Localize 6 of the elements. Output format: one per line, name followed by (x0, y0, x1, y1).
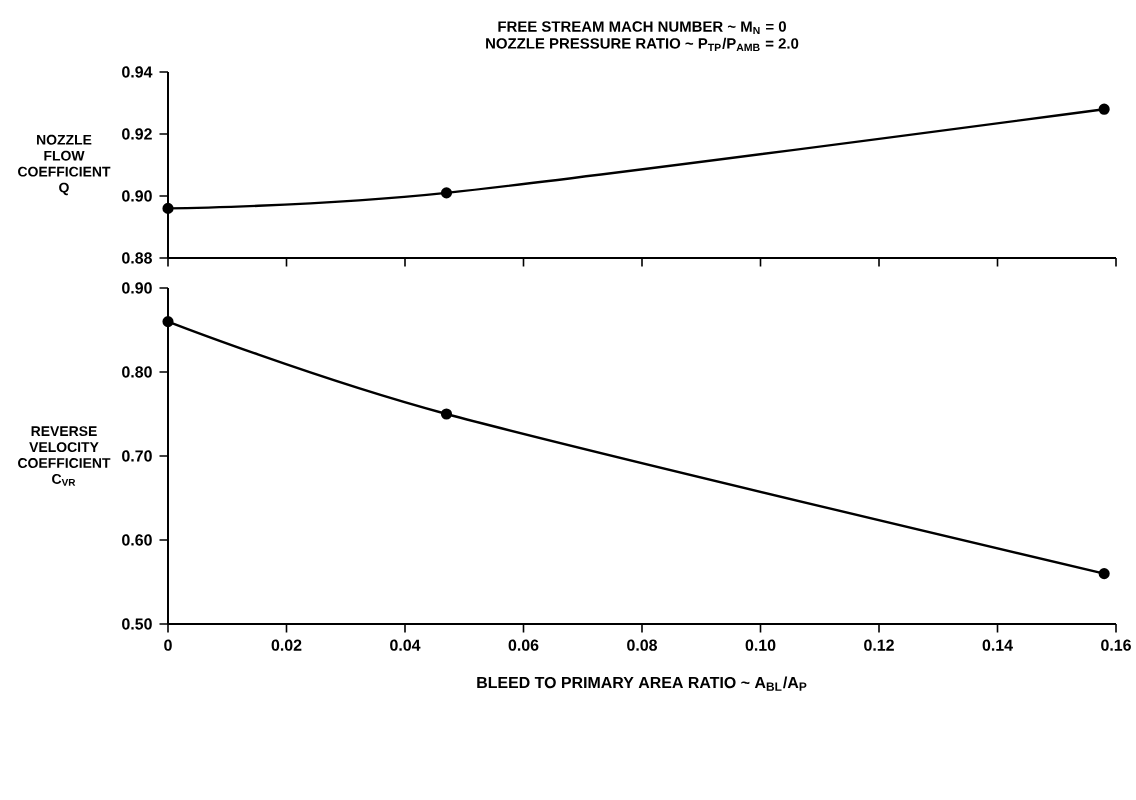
point (1098, 103, 1110, 115)
point (1098, 568, 1110, 580)
point (440, 408, 453, 420)
point (162, 316, 174, 328)
point (162, 202, 174, 214)
point (440, 187, 453, 199)
